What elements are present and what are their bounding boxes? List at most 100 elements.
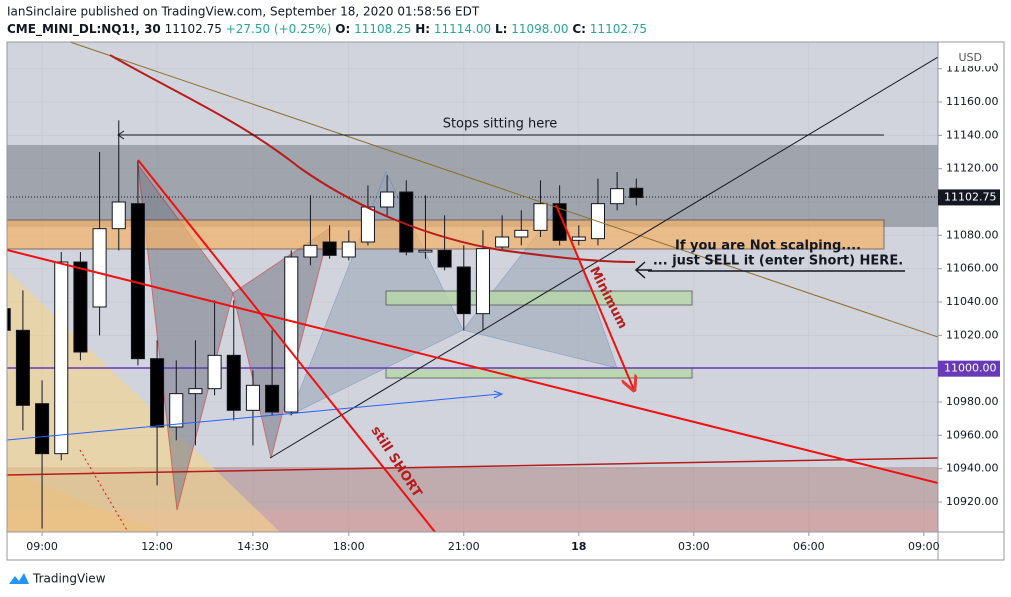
candle-body [245,384,260,411]
ohlc-value: 11108.25 [354,22,411,36]
candle-body [92,228,107,308]
y-tick-label: 11040.00 [946,295,999,308]
zone [7,219,885,250]
zone [385,290,693,306]
annotation: ... just SELL it (enter Short) HERE. [653,254,903,269]
frame [6,41,1005,561]
axes: 10920.00 10940.00 10960.00 10980.00 11000.00… [26,62,1000,553]
publish-line: IanSinclaire published on TradingView.co… [7,5,480,19]
currency-bg [944,50,994,66]
arrow-head [117,130,125,140]
symbol: CME_MINI_DL:NQ1!, 30 [7,22,161,37]
candle-body [456,266,471,315]
drawings-front [7,42,938,532]
ohlc-value: 11102.75 [590,22,647,36]
symbol-line: CME_MINI_DL:NQ1!, 30 11102.75 +27.50 (+0… [7,22,647,37]
candle-body [380,191,395,208]
candle-body [341,241,356,258]
annotation: Stops sitting here [443,117,558,132]
y-tick-label: 11160.00 [946,95,999,108]
price-label: 11000.00 [944,362,997,375]
candle-body [54,261,69,455]
pattern [232,226,331,459]
candle-body [169,393,184,428]
ohlc-key: O: [335,22,350,36]
x-tick-label: 21:00 [448,540,480,553]
x-tick-label: 03:00 [678,540,710,553]
x-tick-label: 18 [571,540,586,553]
candle-body [15,329,30,406]
candle-body [437,249,452,268]
candle-body [322,241,337,256]
arrow [555,204,634,390]
y-tick-label: 11140.00 [946,128,999,141]
price-label-bg [938,189,1000,206]
logo [9,573,29,584]
candle-body [188,388,203,395]
y-tick-label: 11120.00 [946,162,999,175]
x-tick-label: 06:00 [793,540,825,553]
candle-body [552,203,567,241]
ohlc-value: 11114.00 [434,22,491,36]
y-tick-label: 11060.00 [946,262,999,275]
candle-body [533,203,548,231]
annotation: If you are Not scalping.... [675,239,861,254]
y-tick-label: 10960.00 [946,428,999,441]
candle-body [514,229,529,238]
trend-line [269,56,938,459]
y-tick-label: 11020.00 [946,328,999,341]
candle-body [150,358,165,428]
candle-body [303,244,318,258]
currency: USD [958,51,982,64]
candles [7,120,644,529]
y-tick-label: 10980.00 [946,395,999,408]
candle-body [495,236,510,248]
arrow [634,261,652,279]
candle-body [265,384,280,413]
candle-body [111,201,126,230]
x-tick-label: 18:00 [333,540,365,553]
trend-line [7,249,938,484]
trend-line [137,159,436,532]
ohlc-key: H: [415,22,430,36]
change: +27.50 (+0.25%) [226,22,332,36]
ohlc-value: 11098.00 [511,22,568,36]
plot: Stops sitting here If you are Not scalpi… [7,42,938,532]
candle-body [571,236,586,241]
candle-body [418,249,433,253]
y-tick-label: 11080.00 [946,228,999,241]
candle-body [360,206,375,243]
x-tick-label: 14:30 [237,540,269,553]
price-label-bg [938,360,1000,377]
candle-body [226,354,241,411]
y-tick-label: 10940.00 [946,462,999,475]
trend-line [7,393,501,441]
y-tick-label: 10920.00 [946,495,999,508]
trend-line [69,42,938,338]
price-label: 11102.75 [944,190,997,203]
candle-body [475,248,490,315]
x-tick-label: 09:00 [908,540,940,553]
candle-body [284,256,299,413]
candle-body [35,403,50,455]
candle-body [610,188,625,205]
ohlc-key: L: [495,22,507,36]
trend-line [79,449,129,532]
last-price: 11102.75 [165,22,222,36]
zone [7,470,160,532]
candle-body [7,308,11,331]
moving-average [109,54,636,263]
candle-body [73,261,88,353]
ohlc-key: C: [572,22,586,36]
pattern [462,204,618,369]
x-tick-label: 09:00 [26,540,58,553]
zone [385,367,693,379]
arrow-head [493,390,504,399]
candle-body [207,354,222,390]
trend-line [7,457,938,476]
brand: TradingView [32,572,106,586]
x-tick-label: 12:00 [141,540,173,553]
candle-body [629,187,644,198]
